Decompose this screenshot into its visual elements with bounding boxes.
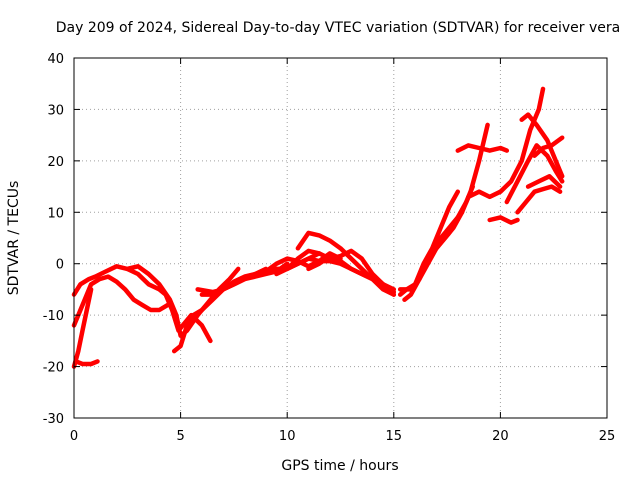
series-line-22 xyxy=(515,184,563,215)
series-line-17 xyxy=(412,184,475,287)
series-line-24 xyxy=(532,135,565,158)
series-line-13 xyxy=(306,253,397,297)
chart-title: Day 209 of 2024, Sidereal Day-to-day VTE… xyxy=(56,20,620,36)
series-line-3 xyxy=(73,359,100,367)
x-tick-label: 10 xyxy=(279,429,296,444)
y-tick-label: 40 xyxy=(47,52,64,67)
series-line-25 xyxy=(525,174,563,189)
x-tick-label: 20 xyxy=(492,429,509,444)
x-tick-label: 25 xyxy=(599,429,616,444)
series-line-2 xyxy=(71,274,171,328)
y-tick-label: 0 xyxy=(56,258,64,273)
series-layer xyxy=(71,86,565,369)
series-line-14 xyxy=(397,189,461,297)
series-line-19 xyxy=(466,86,546,200)
series-line-20 xyxy=(487,215,520,225)
y-axis-title: SDTVAR / TECUs xyxy=(6,181,22,296)
y-tick-label: 20 xyxy=(47,155,64,170)
series-line-1 xyxy=(71,264,213,344)
series-line-12 xyxy=(284,248,397,292)
y-tick-label: -20 xyxy=(43,361,64,376)
series-line-16 xyxy=(397,122,490,292)
series-line-4 xyxy=(71,287,94,369)
plot-frame xyxy=(73,57,608,419)
series-line-18 xyxy=(455,143,510,153)
y-tick-label: -30 xyxy=(43,412,64,427)
series-line-6 xyxy=(171,266,269,354)
x-tick-label: 15 xyxy=(386,429,403,444)
y-tick-label: 10 xyxy=(47,206,64,221)
x-tick-label: 0 xyxy=(70,429,78,444)
grid xyxy=(74,58,607,418)
x-axis-title: GPS time / hours xyxy=(281,458,398,474)
series-line-21 xyxy=(504,143,565,205)
y-tick-label: 30 xyxy=(47,103,64,118)
series-line-23 xyxy=(519,112,565,179)
y-tick-label: -10 xyxy=(43,309,64,324)
axis-ticks: 0 5 10 15 20 25 -30 -20 -10 0 10 20 30 40 xyxy=(43,52,616,444)
x-tick-label: 5 xyxy=(176,429,184,444)
